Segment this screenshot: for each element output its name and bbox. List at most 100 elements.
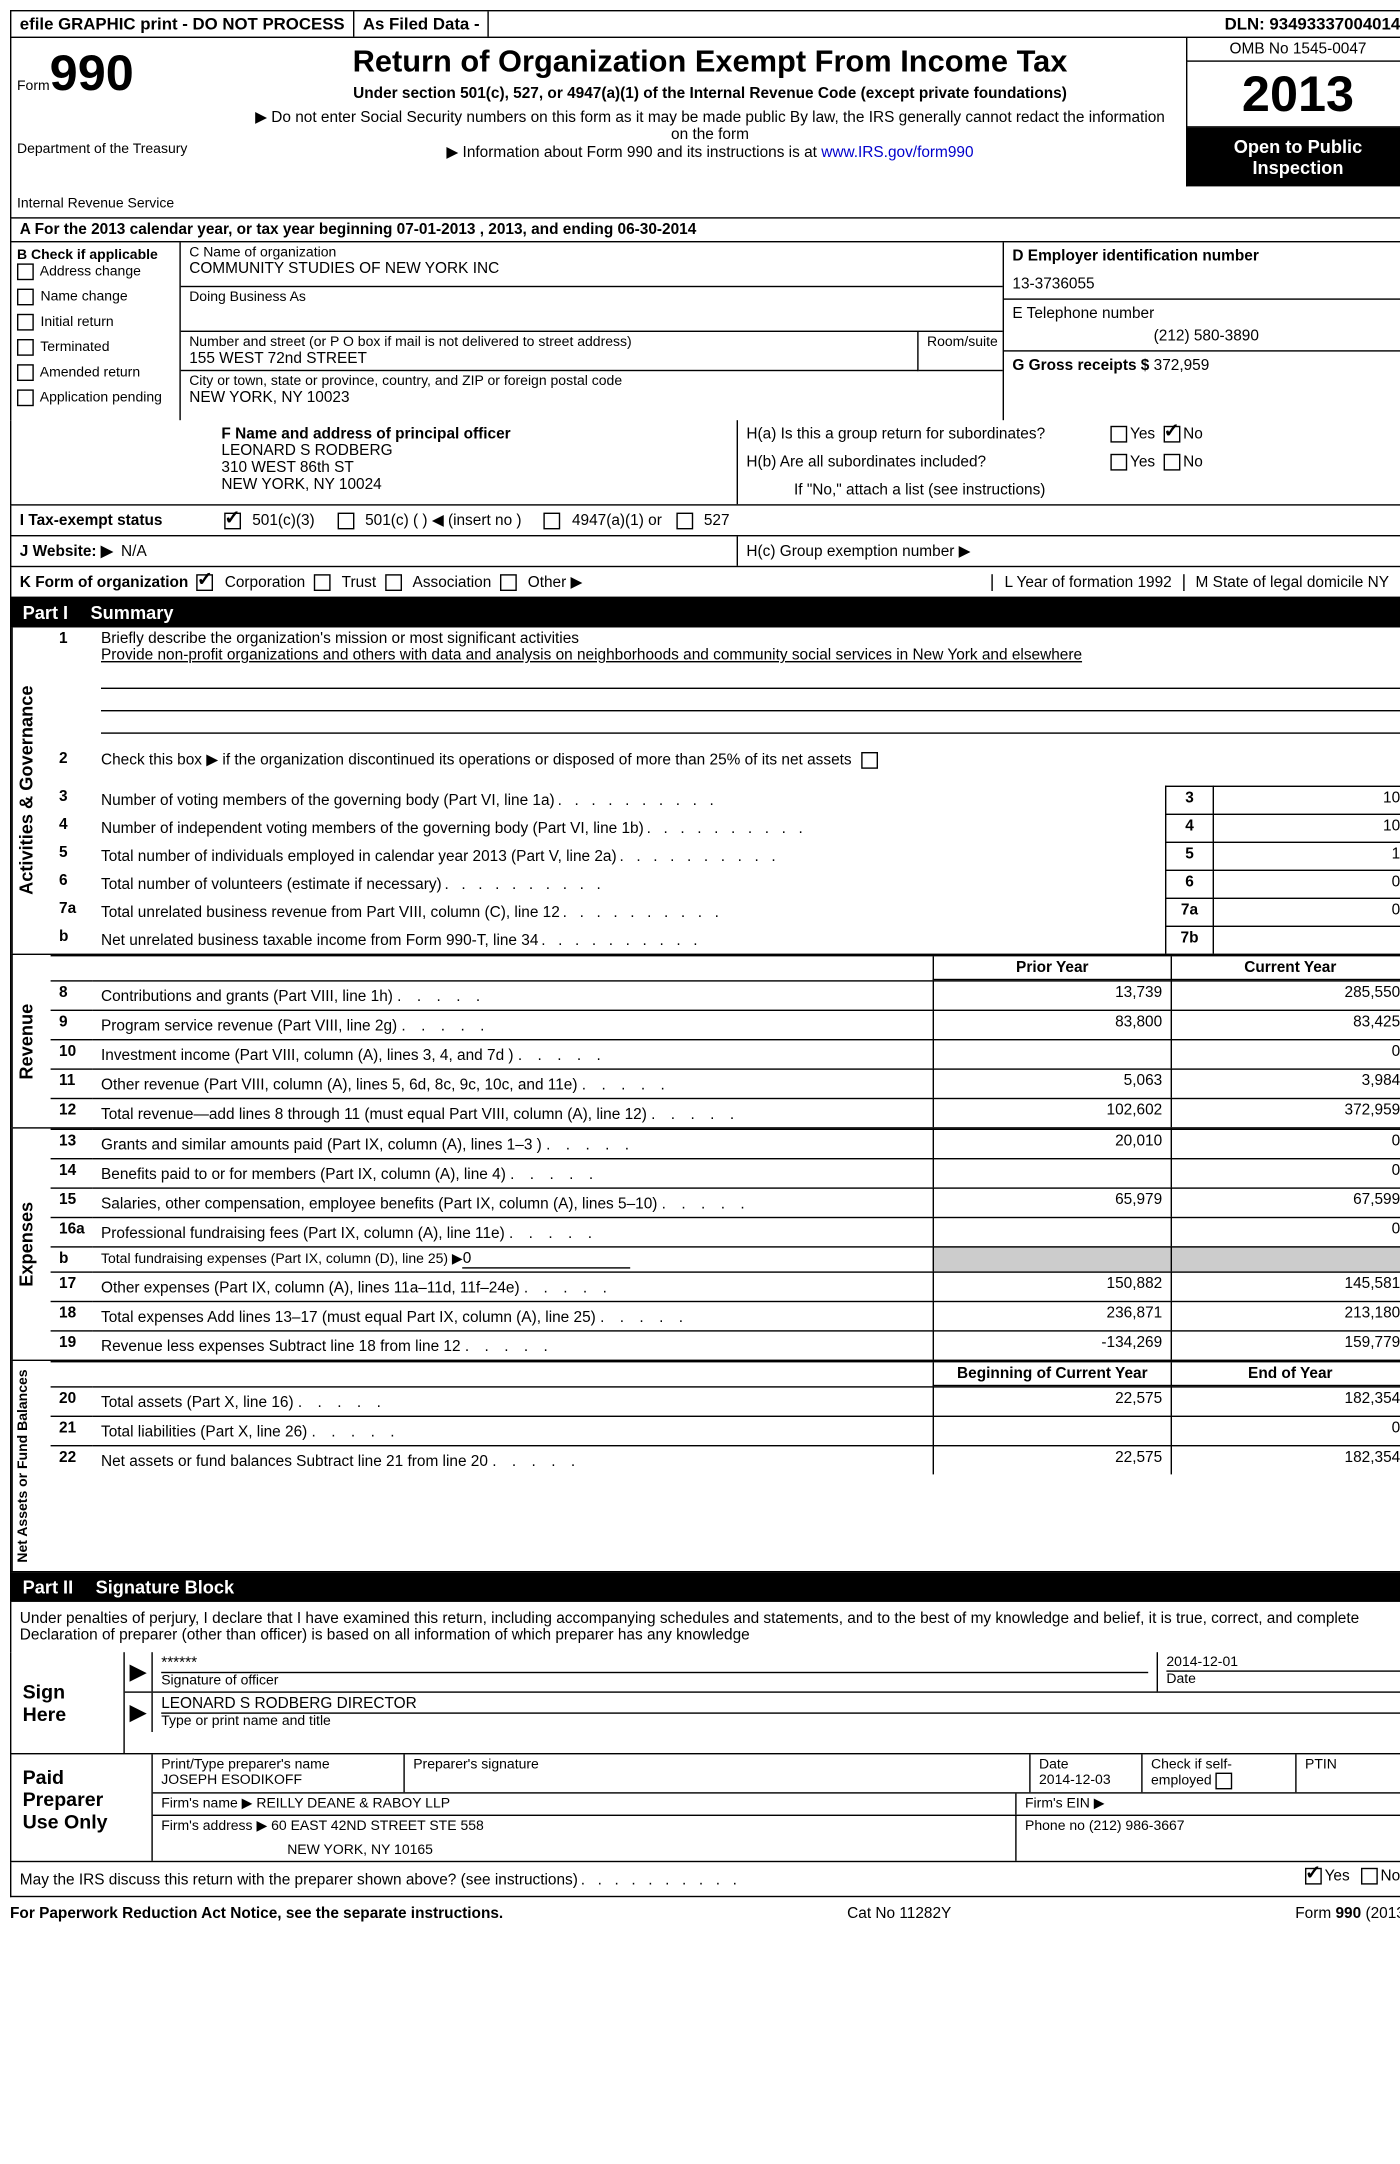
preparer-name: JOSEPH ESODIKOFF <box>161 1773 395 1788</box>
as-filed: As Filed Data - <box>354 11 489 36</box>
financial-row: 19 Revenue less expenses Subtract line 1… <box>51 1330 1400 1359</box>
column-c-name-address: C Name of organization COMMUNITY STUDIES… <box>179 242 1002 420</box>
stat-row: b Net unrelated business taxable income … <box>51 926 1400 954</box>
telephone: (212) 580-3890 <box>1012 328 1400 345</box>
subtitle-1: Under section 501(c), 527, or 4947(a)(1)… <box>248 86 1172 103</box>
paid-preparer-block: Paid Preparer Use Only Print/Type prepar… <box>10 1755 1400 1863</box>
tax-year: 2013 <box>1186 62 1400 128</box>
ha-yes-checkbox[interactable] <box>1110 426 1127 443</box>
form-label: Form <box>17 79 50 94</box>
ha-no-checkbox[interactable] <box>1164 426 1181 443</box>
officer-addr1: 310 WEST 86th ST <box>221 459 694 476</box>
officer-name: LEONARD S RODBERG <box>221 443 694 460</box>
q2-checkbox[interactable] <box>862 752 879 769</box>
corporation-checkbox[interactable] <box>197 574 214 591</box>
financial-row: 10 Investment income (Part VIII, column … <box>51 1039 1400 1068</box>
firm-phone: (212) 986-3667 <box>1089 1819 1185 1834</box>
financial-row: 14 Benefits paid to or for members (Part… <box>51 1158 1400 1187</box>
hc-group-exemption: H(c) Group exemption number ▶ <box>737 536 1400 565</box>
firm-name: REILLY DEANE & RABOY LLP <box>256 1797 450 1812</box>
financial-row: 11 Other revenue (Part VIII, column (A),… <box>51 1069 1400 1098</box>
officer-printed-name: LEONARD S RODBERG DIRECTOR <box>161 1696 1400 1713</box>
financial-row: 21 Total liabilities (Part X, line 26) 0 <box>51 1416 1400 1445</box>
perjury-statement: Under penalties of perjury, I declare th… <box>10 1602 1400 1652</box>
column-b-checkboxes: B Check if applicable Address change Nam… <box>11 242 179 420</box>
officer-signature: ****** <box>161 1655 1148 1672</box>
dept-treasury: Department of the Treasury <box>17 142 228 157</box>
end-year-header: End of Year <box>1171 1363 1400 1387</box>
year-formation: L Year of formation 1992 <box>992 574 1183 591</box>
revenue-label: Revenue <box>11 955 50 1127</box>
discuss-yes-checkbox[interactable] <box>1305 1868 1322 1885</box>
self-employed-checkbox[interactable] <box>1216 1773 1233 1790</box>
subtitle-3: ▶ Information about Form 990 and its ins… <box>248 143 1172 161</box>
hb-yes-checkbox[interactable] <box>1110 454 1127 471</box>
application-pending-checkbox[interactable] <box>17 389 34 406</box>
527-checkbox[interactable] <box>676 512 693 529</box>
mission-text: Provide non-profit organizations and oth… <box>101 647 1082 664</box>
financial-row: 18 Total expenses Add lines 13–17 (must … <box>51 1301 1400 1330</box>
line-i-tax-exempt: I Tax-exempt status 501(c)(3) 501(c) ( )… <box>10 506 1400 537</box>
officer-and-group-row: F Name and address of principal officer … <box>10 420 1400 505</box>
line-k-form-org: K Form of organization Corporation Trust… <box>10 567 1400 598</box>
form-title: Return of Organization Exempt From Incom… <box>248 44 1172 80</box>
gross-receipts: 372,959 <box>1154 357 1210 374</box>
name-change-checkbox[interactable] <box>17 289 34 306</box>
financial-row: b Total fundraising expenses (Part IX, c… <box>51 1246 1400 1271</box>
501c3-checkbox[interactable] <box>224 512 241 529</box>
omb-number: OMB No 1545-0047 <box>1186 38 1400 62</box>
dept-irs: Internal Revenue Service <box>17 196 228 211</box>
street-address: 155 WEST 72nd STREET <box>189 350 909 367</box>
stat-row: 4 Number of independent voting members o… <box>51 814 1400 842</box>
terminated-checkbox[interactable] <box>17 339 34 356</box>
part-1-header: Part I Summary <box>10 598 1400 627</box>
financial-row: 8 Contributions and grants (Part VIII, l… <box>51 980 1400 1009</box>
top-bar: efile GRAPHIC print - DO NOT PROCESS As … <box>10 10 1400 38</box>
financial-row: 22 Net assets or fund balances Subtract … <box>51 1445 1400 1474</box>
4947-checkbox[interactable] <box>544 512 561 529</box>
signature-block: Sign Here ▶ ****** Signature of officer … <box>10 1652 1400 1754</box>
expenses-label: Expenses <box>11 1129 50 1360</box>
efile-notice: efile GRAPHIC print - DO NOT PROCESS <box>11 11 354 36</box>
state-domicile: M State of legal domicile NY <box>1183 574 1400 591</box>
preparer-date: 2014-12-03 <box>1039 1773 1133 1788</box>
org-name: COMMUNITY STUDIES OF NEW YORK INC <box>189 261 994 278</box>
firm-addr2: NEW YORK, NY 10165 <box>161 1843 1007 1858</box>
firm-addr1: 60 EAST 42ND STREET STE 558 <box>271 1819 484 1834</box>
financial-row: 15 Salaries, other compensation, employe… <box>51 1188 1400 1217</box>
initial-return-checkbox[interactable] <box>17 314 34 331</box>
signature-date: 2014-12-01 <box>1166 1655 1400 1670</box>
officer-addr2: NEW YORK, NY 10024 <box>221 476 694 493</box>
hb-no-checkbox[interactable] <box>1164 454 1181 471</box>
financial-row: 9 Program service revenue (Part VIII, li… <box>51 1010 1400 1039</box>
beginning-year-header: Beginning of Current Year <box>933 1363 1171 1387</box>
trust-checkbox[interactable] <box>314 574 331 591</box>
stat-row: 3 Number of voting members of the govern… <box>51 786 1400 814</box>
financial-row: 12 Total revenue—add lines 8 through 11 … <box>51 1098 1400 1127</box>
governance-label: Activities & Governance <box>11 627 50 953</box>
stat-row: 7a Total unrelated business revenue from… <box>51 898 1400 926</box>
public-inspection: Open to PublicInspection <box>1186 128 1400 187</box>
city-state-zip: NEW YORK, NY 10023 <box>189 389 994 406</box>
subtitle-2: ▶ Do not enter Social Security numbers o… <box>248 108 1172 143</box>
501c-checkbox[interactable] <box>337 512 354 529</box>
discuss-no-checkbox[interactable] <box>1361 1868 1378 1885</box>
netassets-label: Net Assets or Fund Balances <box>11 1361 50 1571</box>
address-change-checkbox[interactable] <box>17 263 34 280</box>
association-checkbox[interactable] <box>385 574 402 591</box>
form-header: Form990 Department of the Treasury Inter… <box>10 38 1400 219</box>
other-checkbox[interactable] <box>500 574 517 591</box>
line-j-website: J Website: ▶ N/A <box>11 536 736 565</box>
form-number: 990 <box>50 44 134 101</box>
dln: DLN: 93493337004014 <box>1216 11 1400 36</box>
financial-row: 16a Professional fundraising fees (Part … <box>51 1217 1400 1246</box>
column-d-e-g: D Employer identification number 13-3736… <box>1003 242 1400 420</box>
current-year-header: Current Year <box>1171 957 1400 981</box>
financial-row: 17 Other expenses (Part IX, column (A), … <box>51 1272 1400 1301</box>
identity-section: B Check if applicable Address change Nam… <box>10 242 1400 420</box>
discuss-with-preparer: May the IRS discuss this return with the… <box>10 1862 1400 1897</box>
prior-year-header: Prior Year <box>933 957 1171 981</box>
part-2-header: Part II Signature Block <box>10 1573 1400 1602</box>
irs-link[interactable]: www.IRS.gov/form990 <box>821 144 973 161</box>
amended-return-checkbox[interactable] <box>17 364 34 381</box>
